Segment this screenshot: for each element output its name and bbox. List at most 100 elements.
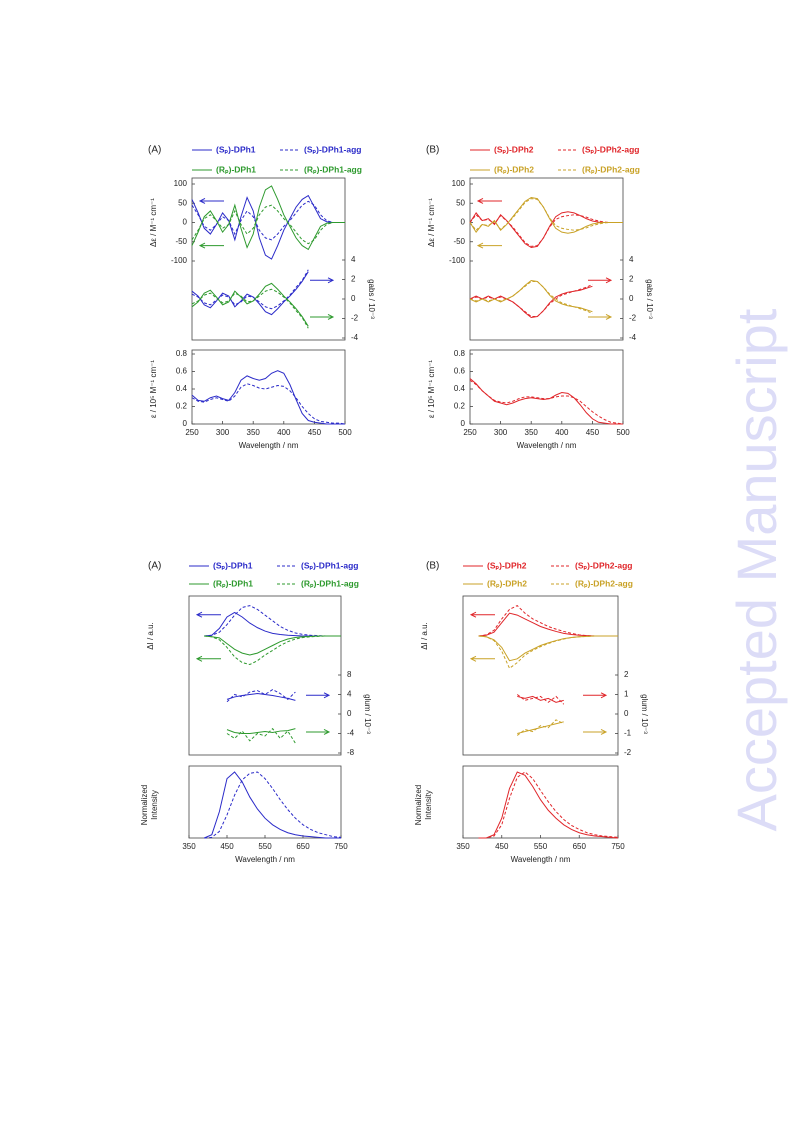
y2-tick-label: -4 bbox=[351, 333, 359, 342]
axis-arrow bbox=[310, 313, 335, 320]
series-line bbox=[226, 728, 296, 734]
y-axis-label: Normalized bbox=[140, 785, 149, 825]
y2-tick-label: 4 bbox=[351, 255, 356, 264]
x-axis-label: Wavelength / nm bbox=[517, 441, 577, 450]
y2-tick-label: 4 bbox=[629, 255, 634, 264]
y-axis-label: Δε / M⁻¹ cm⁻¹ bbox=[149, 198, 158, 247]
x-tick-label: 300 bbox=[494, 428, 508, 437]
series-line bbox=[191, 204, 345, 245]
panel-label: (A) bbox=[148, 561, 161, 572]
panel-label: (B) bbox=[426, 561, 439, 572]
axis-arrow bbox=[198, 197, 224, 204]
x-tick-label: 750 bbox=[334, 842, 348, 851]
y-tick-label: -50 bbox=[175, 237, 187, 246]
plot-frame bbox=[462, 595, 619, 756]
y-tick-label: 0.4 bbox=[176, 384, 188, 393]
x-tick-label: 550 bbox=[258, 842, 272, 851]
x-axis-label: Wavelength / nm bbox=[235, 855, 295, 864]
x-tick-label: 350 bbox=[247, 428, 261, 437]
series-line bbox=[191, 288, 309, 329]
y2-axis-label: gabs / 10⁻³ bbox=[645, 279, 654, 319]
y-axis-label: Δε / M⁻¹ cm⁻¹ bbox=[427, 198, 436, 247]
y-tick-label: 0.6 bbox=[176, 367, 188, 376]
axis-arrow bbox=[588, 277, 613, 284]
series-line bbox=[469, 279, 593, 313]
panel-label: (A) bbox=[148, 145, 161, 156]
axis-arrow bbox=[476, 242, 502, 249]
series-line bbox=[478, 771, 619, 839]
y-tick-label: 0.8 bbox=[454, 349, 466, 358]
series-line bbox=[469, 196, 623, 234]
y-tick-label: -100 bbox=[449, 256, 466, 265]
y2-tick-label: 0 bbox=[351, 294, 356, 303]
x-tick-label: 350 bbox=[525, 428, 539, 437]
x-tick-label: 350 bbox=[456, 842, 470, 851]
y-tick-label: 0 bbox=[183, 419, 188, 428]
y-axis-label: Intensity bbox=[150, 790, 159, 820]
legend-label: (Rₚ)-DPh2 bbox=[494, 164, 534, 174]
y2-tick-label: 0 bbox=[624, 709, 629, 718]
legend-label: (Sₚ)-DPh1 bbox=[216, 144, 256, 154]
plot-frame bbox=[191, 177, 346, 341]
series-line bbox=[204, 771, 341, 839]
series-line bbox=[191, 282, 309, 327]
y-tick-label: 0 bbox=[461, 218, 466, 227]
series-line bbox=[516, 719, 564, 736]
y-axis-label: ΔI / a.u. bbox=[420, 622, 429, 650]
x-axis-label: Wavelength / nm bbox=[239, 441, 299, 450]
x-axis-label: Wavelength / nm bbox=[511, 855, 571, 864]
legend-label: (Rₚ)-DPh2-agg bbox=[575, 578, 633, 588]
y-axis-label: ε / 10⁵ M⁻¹ cm⁻¹ bbox=[149, 360, 158, 418]
y-axis-label: ε / 10⁵ M⁻¹ cm⁻¹ bbox=[427, 360, 436, 418]
series-line bbox=[469, 379, 624, 425]
x-tick-label: 250 bbox=[185, 428, 199, 437]
y2-axis-label: glum / 10⁻³ bbox=[640, 694, 649, 734]
legend-label: (Rₚ)-DPh1 bbox=[216, 164, 256, 174]
axis-arrow bbox=[469, 655, 495, 662]
y-tick-label: 0.8 bbox=[176, 349, 188, 358]
axis-arrow bbox=[198, 242, 224, 249]
y2-tick-label: -8 bbox=[347, 748, 355, 757]
axis-arrow bbox=[306, 728, 331, 735]
y-tick-label: 100 bbox=[452, 179, 466, 188]
axis-arrow bbox=[469, 611, 495, 618]
y2-tick-label: 8 bbox=[347, 670, 352, 679]
y-tick-label: 0 bbox=[461, 419, 466, 428]
y2-tick-label: 2 bbox=[351, 275, 356, 284]
legend-label: (Rₚ)-DPh1-agg bbox=[301, 578, 359, 588]
series-line bbox=[204, 605, 341, 637]
series-line bbox=[469, 280, 593, 315]
y-tick-label: 50 bbox=[456, 198, 465, 207]
legend-label: (Rₚ)-DPh2-agg bbox=[582, 164, 640, 174]
y2-axis-label: glum / 10⁻³ bbox=[363, 694, 372, 734]
watermark: Accepted Manuscript bbox=[725, 308, 788, 831]
y2-axis-label: gabs / 10⁻³ bbox=[367, 279, 376, 319]
series-line bbox=[469, 198, 623, 231]
axis-arrow bbox=[583, 728, 608, 735]
series-line bbox=[478, 771, 619, 839]
x-tick-label: 400 bbox=[555, 428, 569, 437]
series-line bbox=[191, 370, 345, 425]
x-tick-label: 500 bbox=[338, 428, 352, 437]
series-line bbox=[469, 214, 623, 247]
x-tick-label: 650 bbox=[573, 842, 587, 851]
y-axis-label: Normalized bbox=[414, 785, 423, 825]
y-tick-label: -100 bbox=[171, 256, 188, 265]
legend-label: (Rₚ)-DPh1 bbox=[213, 578, 253, 588]
axis-arrow bbox=[195, 655, 221, 662]
legend-label: (Sₚ)-DPh1 bbox=[213, 560, 253, 570]
x-tick-label: 450 bbox=[220, 842, 234, 851]
y2-tick-label: -2 bbox=[629, 314, 637, 323]
series-line bbox=[191, 383, 346, 425]
y-tick-label: -50 bbox=[453, 237, 465, 246]
series-line bbox=[226, 727, 296, 744]
series-line bbox=[191, 269, 309, 310]
panel-label: (B) bbox=[426, 145, 439, 156]
series-line bbox=[204, 771, 342, 839]
series-line bbox=[226, 693, 296, 701]
y-tick-label: 0 bbox=[183, 218, 188, 227]
y-axis-label: ΔI / a.u. bbox=[146, 622, 155, 650]
y2-tick-label: 4 bbox=[347, 690, 352, 699]
x-tick-label: 500 bbox=[616, 428, 630, 437]
